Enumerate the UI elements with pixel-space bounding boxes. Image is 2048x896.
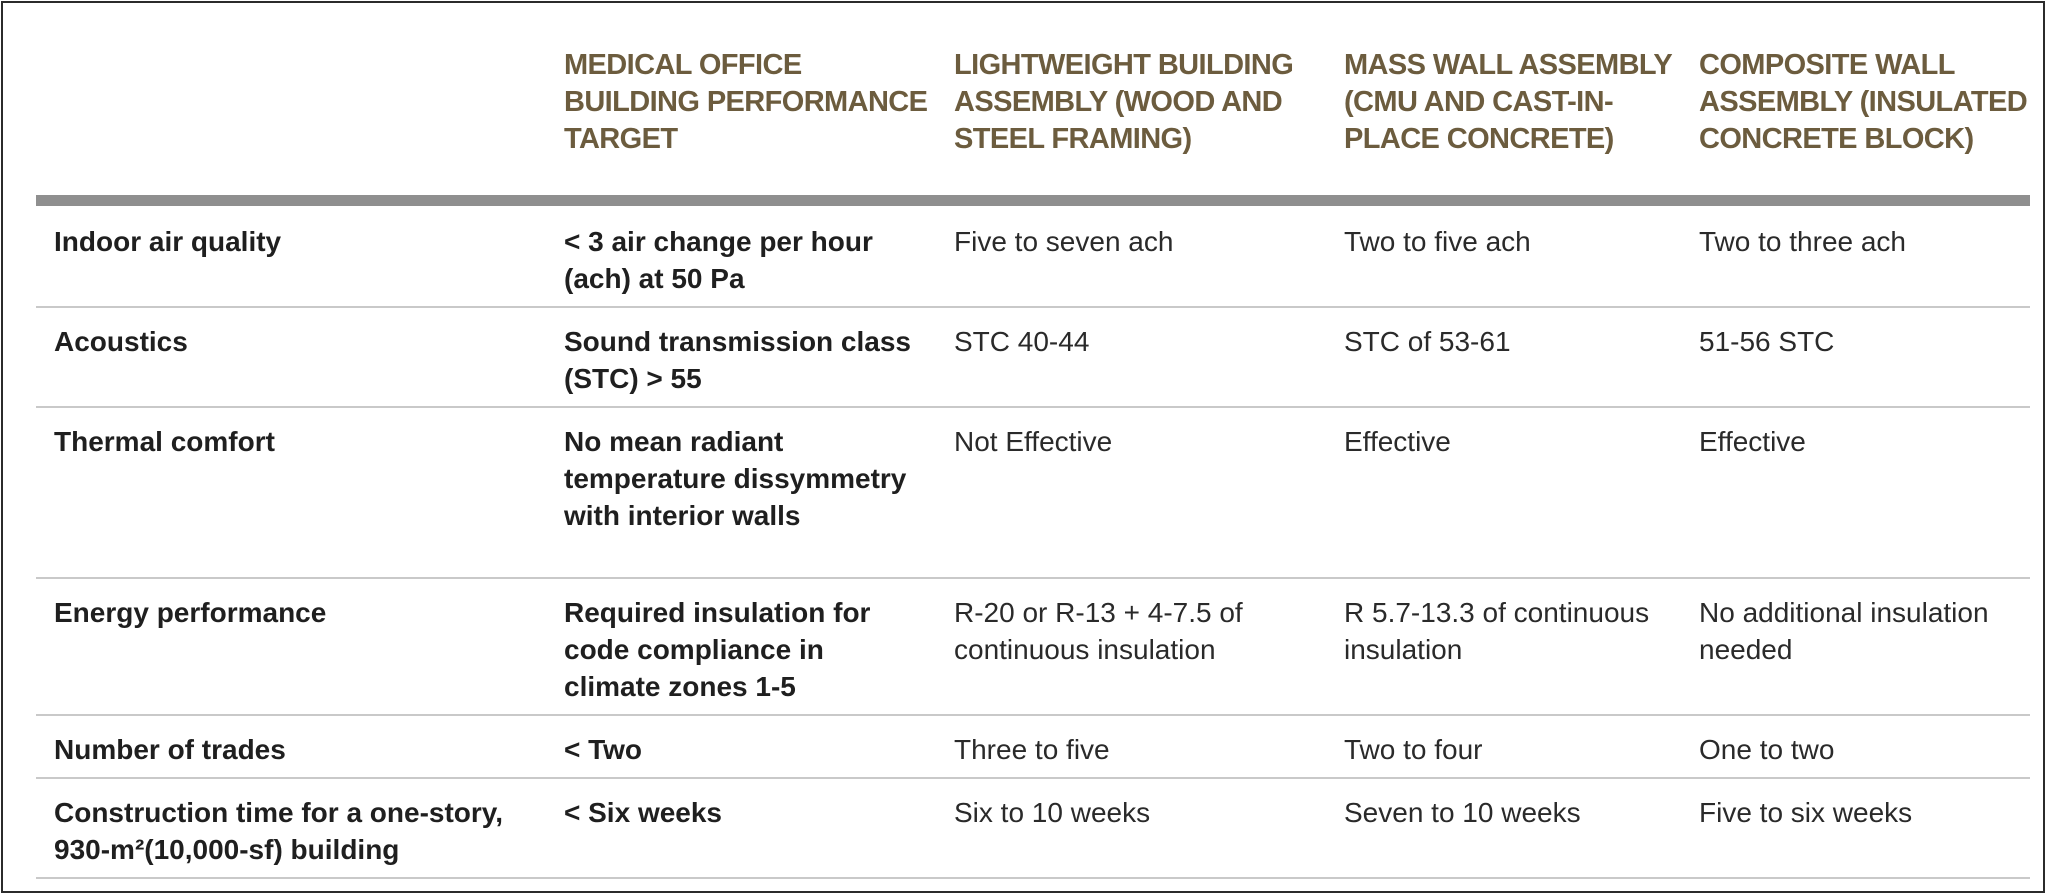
cell-composite: 51-56 STC <box>1681 307 2030 408</box>
cell-mass: STC of 53-61 <box>1322 307 1681 408</box>
header-performance-target: MEDICAL OFFICE BUILDING PERFORMANCE TARG… <box>542 47 932 206</box>
cell-target: No mean radiant temperature dissymmetry … <box>542 407 932 579</box>
cell-composite: One to two <box>1681 715 2030 779</box>
cell-target: < Two <box>542 715 932 779</box>
row-label: Energy performance <box>36 578 542 716</box>
cell-mass: Two to four <box>1322 715 1681 779</box>
header-mass-wall-assembly: MASS WALL ASSEMBLY (CMU AND CAST-IN-PLAC… <box>1322 47 1681 206</box>
table-row: Indoor air quality < 3 air change per ho… <box>36 200 2030 308</box>
cell-mass: Seven to 10 weeks <box>1322 778 1681 879</box>
cell-target: < Six weeks <box>542 778 932 879</box>
row-label: Construction time for a one-story, 930-m… <box>36 778 542 879</box>
row-label: Number of trades <box>36 715 542 779</box>
cell-lightweight: Three to five <box>932 715 1322 779</box>
cell-lightweight: R-20 or R-13 + 4-7.5 of continuous insul… <box>932 578 1322 716</box>
table-row: Acoustics Sound transmission class (STC)… <box>36 307 2030 408</box>
row-label: Thermal comfort <box>36 407 542 579</box>
cell-target: Required insulation for code compliance … <box>542 578 932 716</box>
table-row: Number of trades < Two Three to five Two… <box>36 715 2030 779</box>
header-row: MEDICAL OFFICE BUILDING PERFORMANCE TARG… <box>36 47 2030 206</box>
cell-lightweight: STC 40-44 <box>932 307 1322 408</box>
table-row: Construction time for a one-story, 930-m… <box>36 778 2030 879</box>
cell-lightweight: Not Effective <box>932 407 1322 579</box>
row-label: Acoustics <box>36 307 542 408</box>
table-header: MEDICAL OFFICE BUILDING PERFORMANCE TARG… <box>36 47 2030 206</box>
cell-mass: R 5.7-13.3 of continuous insulation <box>1322 578 1681 716</box>
cell-composite: No additional insulation needed <box>1681 578 2030 716</box>
cell-mass: Two to five ach <box>1322 200 1681 308</box>
comparison-table: MEDICAL OFFICE BUILDING PERFORMANCE TARG… <box>36 47 2030 879</box>
cell-composite: Effective <box>1681 407 2030 579</box>
cell-target: Sound transmission class (STC) > 55 <box>542 307 932 408</box>
cell-composite: Two to three ach <box>1681 200 2030 308</box>
cell-lightweight: Five to seven ach <box>932 200 1322 308</box>
cell-mass: Effective <box>1322 407 1681 579</box>
table-row: Thermal comfort No mean radiant temperat… <box>36 407 2030 579</box>
row-label: Indoor air quality <box>36 200 542 308</box>
table-body: Indoor air quality < 3 air change per ho… <box>36 200 2030 879</box>
table-row: Energy performance Required insulation f… <box>36 578 2030 716</box>
header-composite-wall-assembly: COMPOSITE WALL ASSEMBLY (INSULATED CONCR… <box>1681 47 2030 206</box>
cell-lightweight: Six to 10 weeks <box>932 778 1322 879</box>
header-lightweight-assembly: LIGHTWEIGHT BUILDING ASSEMBLY (WOOD AND … <box>932 47 1322 206</box>
header-blank <box>36 47 542 206</box>
cell-target: < 3 air change per hour (ach) at 50 Pa <box>542 200 932 308</box>
cell-composite: Five to six weeks <box>1681 778 2030 879</box>
